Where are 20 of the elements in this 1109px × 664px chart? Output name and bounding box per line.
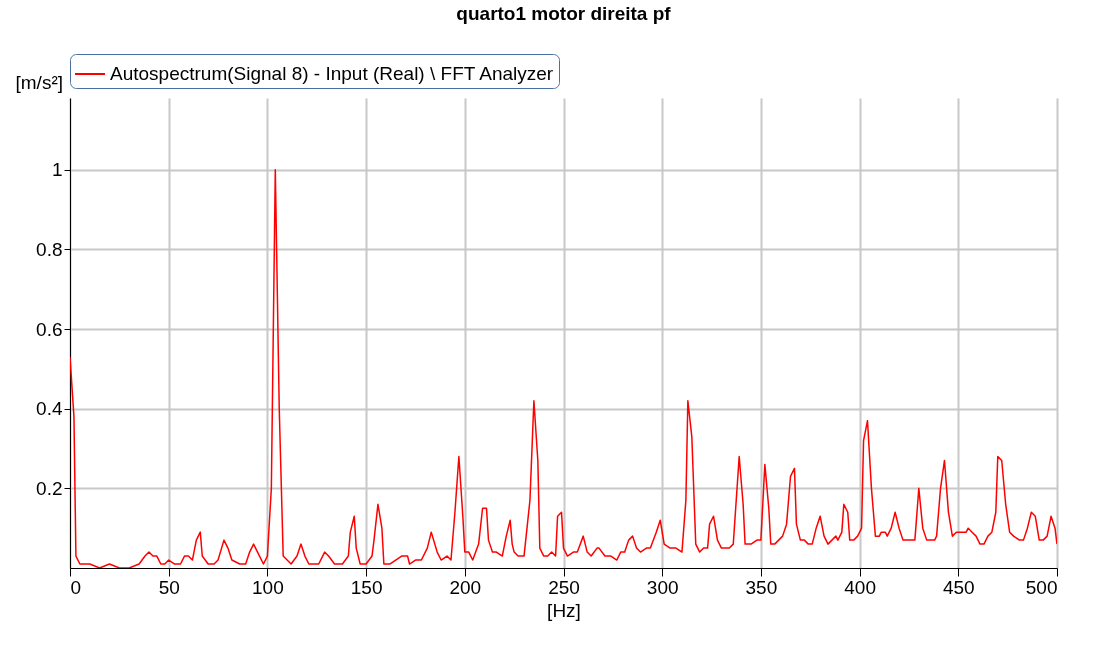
x-tick-label: 50 <box>158 576 180 598</box>
x-tick-label: 450 <box>942 576 975 598</box>
y-tick-label: 0.8 <box>36 238 63 260</box>
y-tick-label: 0.2 <box>36 477 63 499</box>
y-tick-label: 1 <box>51 159 63 181</box>
legend-label: Autospectrum(Signal 8) - Input (Real) \ FFT Analyzer <box>110 63 554 84</box>
y-tick-label: 0.4 <box>36 398 63 420</box>
chart-title: quarto1 motor direita pf <box>456 2 672 24</box>
x-tick-label: 300 <box>646 576 679 598</box>
x-axis-title: [Hz] <box>547 599 581 621</box>
x-tick-label: 400 <box>844 576 876 598</box>
x-tick-label: 350 <box>745 576 778 598</box>
x-tick-label: 250 <box>548 576 580 598</box>
x-tick-label: 200 <box>449 576 482 598</box>
y-axis-title: [m/s²] <box>15 71 63 93</box>
x-tick-label: 500 <box>1025 576 1058 598</box>
x-tick-label: 100 <box>252 576 284 598</box>
x-tick-label: 0 <box>70 576 82 598</box>
x-tick-label: 150 <box>350 576 383 598</box>
y-tick-label: 0.6 <box>36 318 63 340</box>
